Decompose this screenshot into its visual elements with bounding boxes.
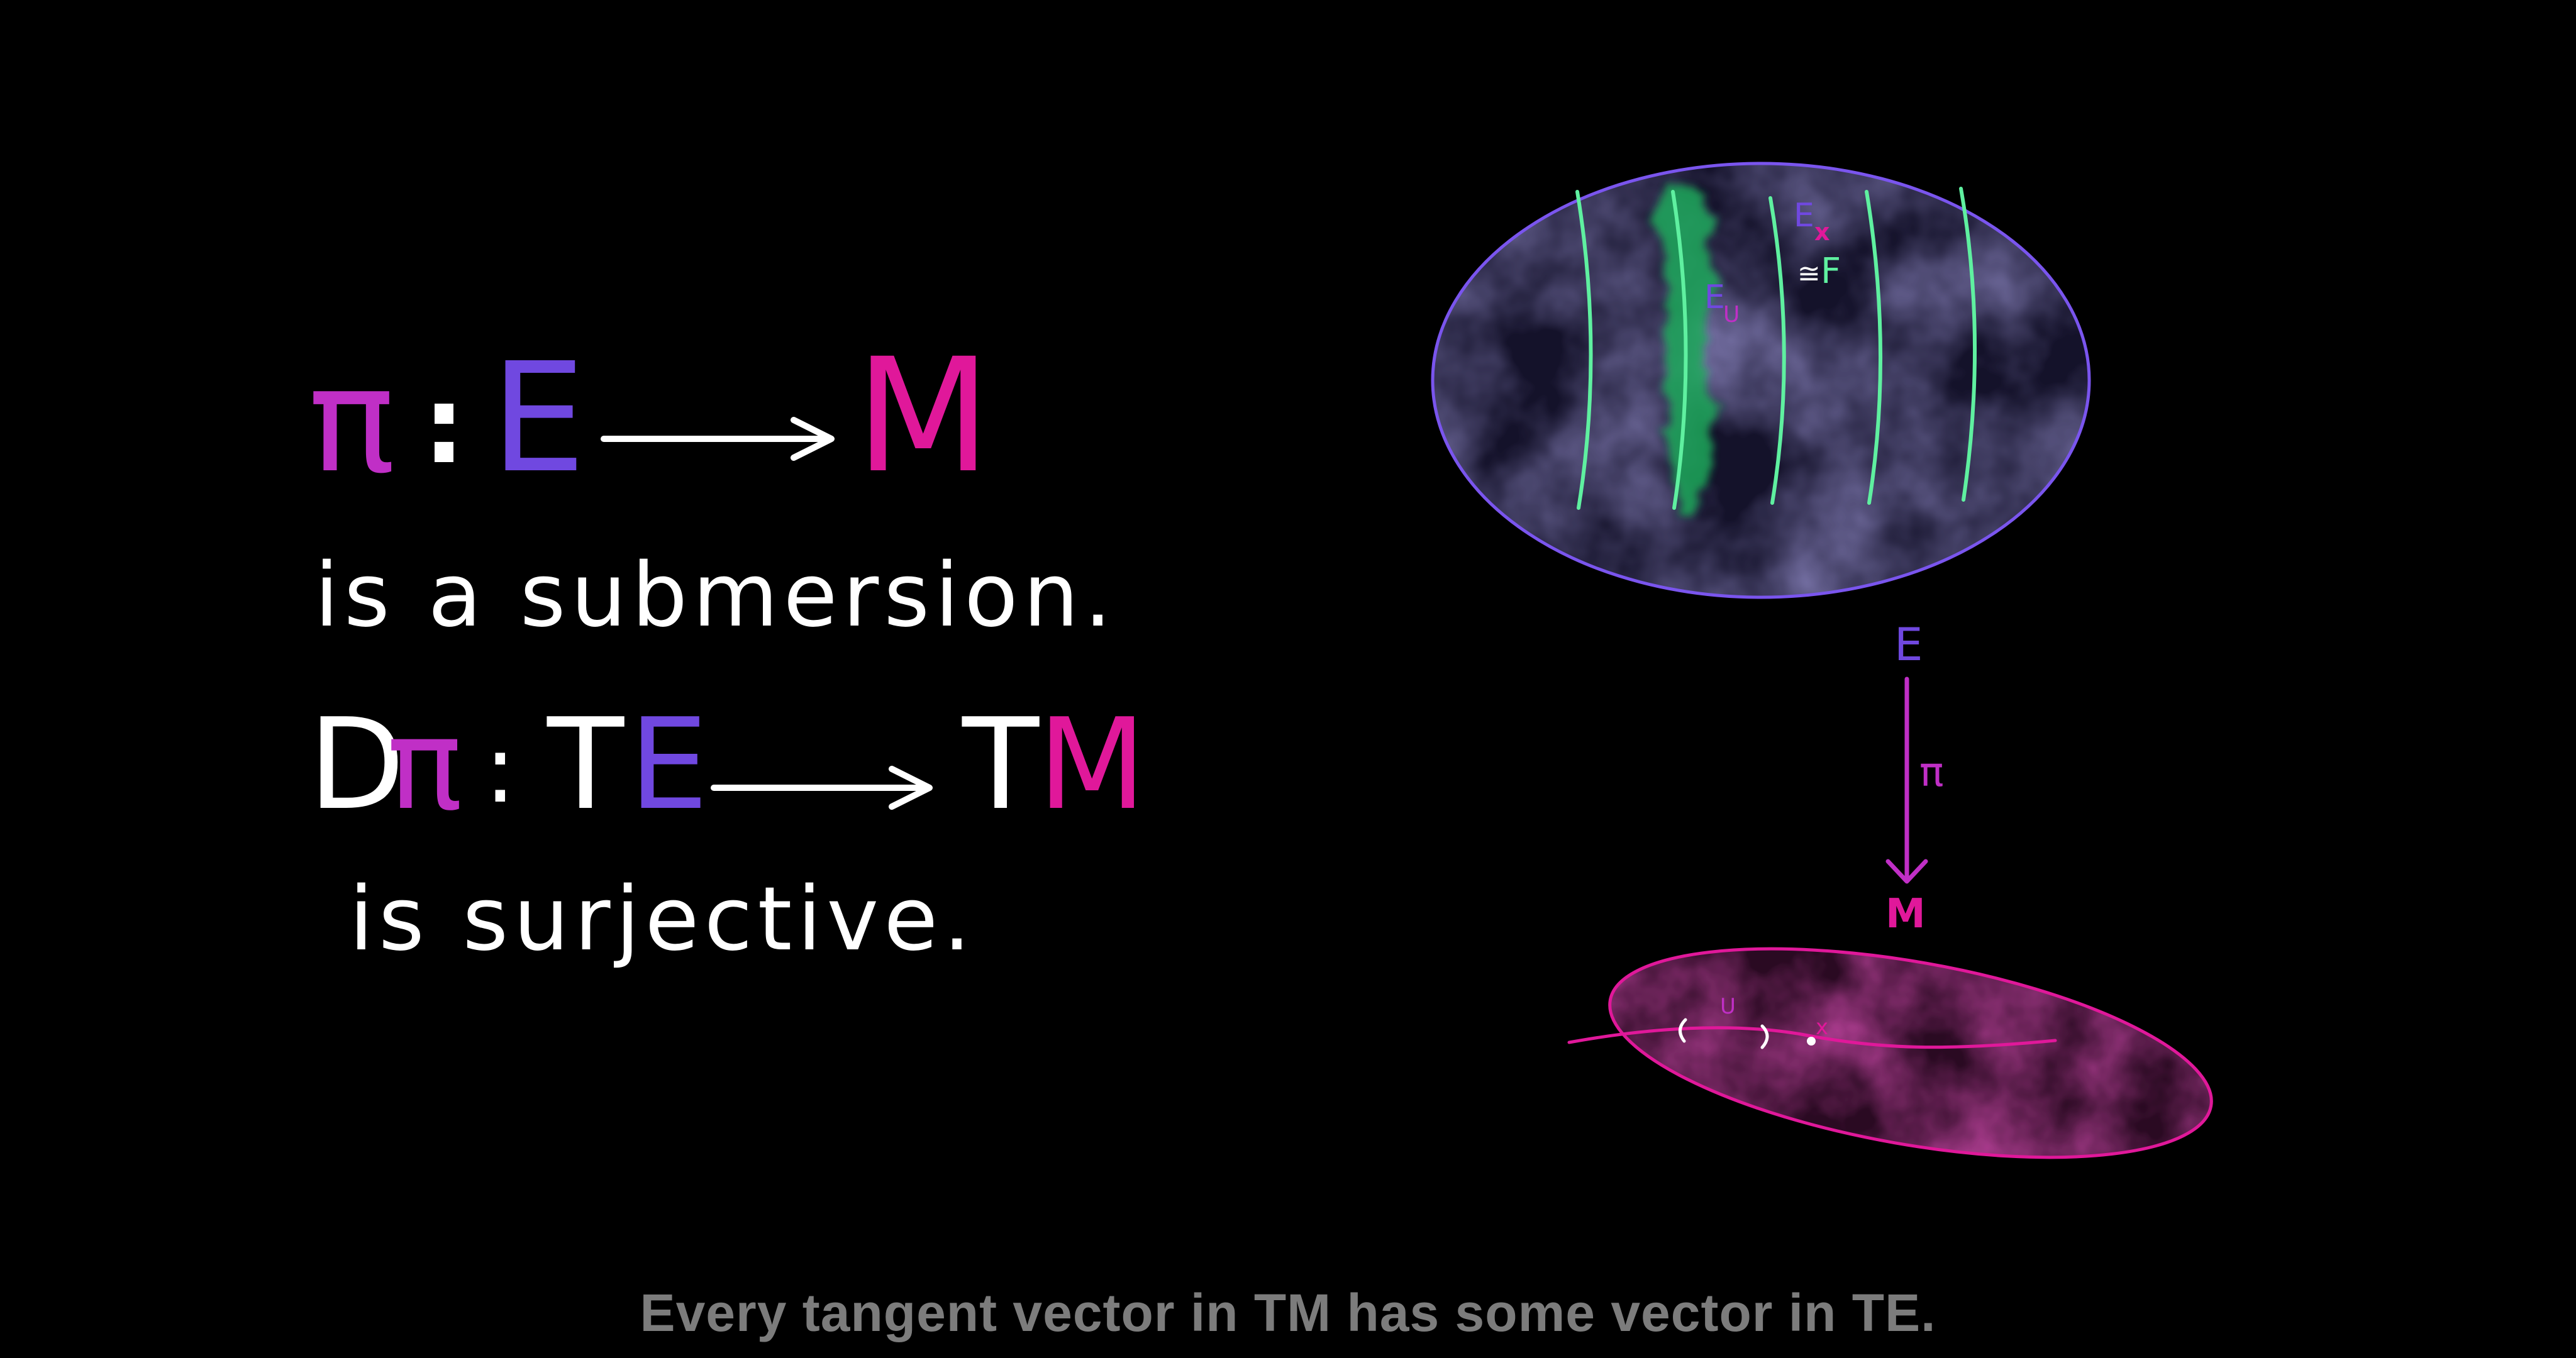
fiber-E: E [1794,197,1814,235]
fiber-line [1959,187,1977,502]
colon-2: : [484,715,516,824]
total-space-E: E [491,330,586,506]
derivative-arrowhead [889,766,933,810]
base-space-ellipse [1608,947,2213,1159]
fiber-line [1865,190,1883,505]
projection-M: M [1885,891,1926,937]
base-space-M: M [855,324,991,507]
open-fiber-label: E U [1704,279,1740,328]
colon: : [423,363,465,488]
label-U: U [1720,994,1736,1019]
point-x [1807,1037,1816,1046]
fiber-label: E x ≅ F [1794,197,1841,292]
interval-left-paren [1679,1018,1687,1043]
submersion-statement: is a submersion. [314,544,1117,647]
interval-right-paren [1760,1024,1769,1049]
fiber-line [1671,190,1688,510]
caption: Every tangent vector in TM has some vect… [640,1283,1936,1342]
fiber-line [1575,190,1593,510]
projection-E: E [1894,618,1923,671]
pi-symbol-2: π [387,692,462,838]
surjective-statement: is surjective. [349,868,976,971]
iso-symbol: ≅ [1797,258,1821,290]
D-letter: D [308,692,405,838]
open-E: E [1704,279,1725,316]
T-letter: T [547,692,625,838]
label-x: x [1816,1015,1828,1040]
fibers [1575,187,1977,510]
map-arrowhead [791,417,835,461]
base-curve [1567,1026,2057,1049]
base-space-M-2: M [1038,692,1146,838]
derivative-definition: D π : T E T M [308,692,1146,838]
open-subscript-U: U [1723,302,1740,328]
total-space-ellipse [1431,162,2091,599]
fiber-subscript-x: x [1814,218,1830,246]
map-definition: π : E M [308,324,991,507]
pi-symbol: π [308,337,395,505]
total-space-E-2: E [629,692,708,838]
projection-arrow: E π M [1885,618,1944,937]
fiber-F: F [1821,251,1841,292]
projection-pi: π [1919,749,1944,796]
fiber-line [1768,196,1786,505]
T-letter-2: T [962,692,1040,838]
